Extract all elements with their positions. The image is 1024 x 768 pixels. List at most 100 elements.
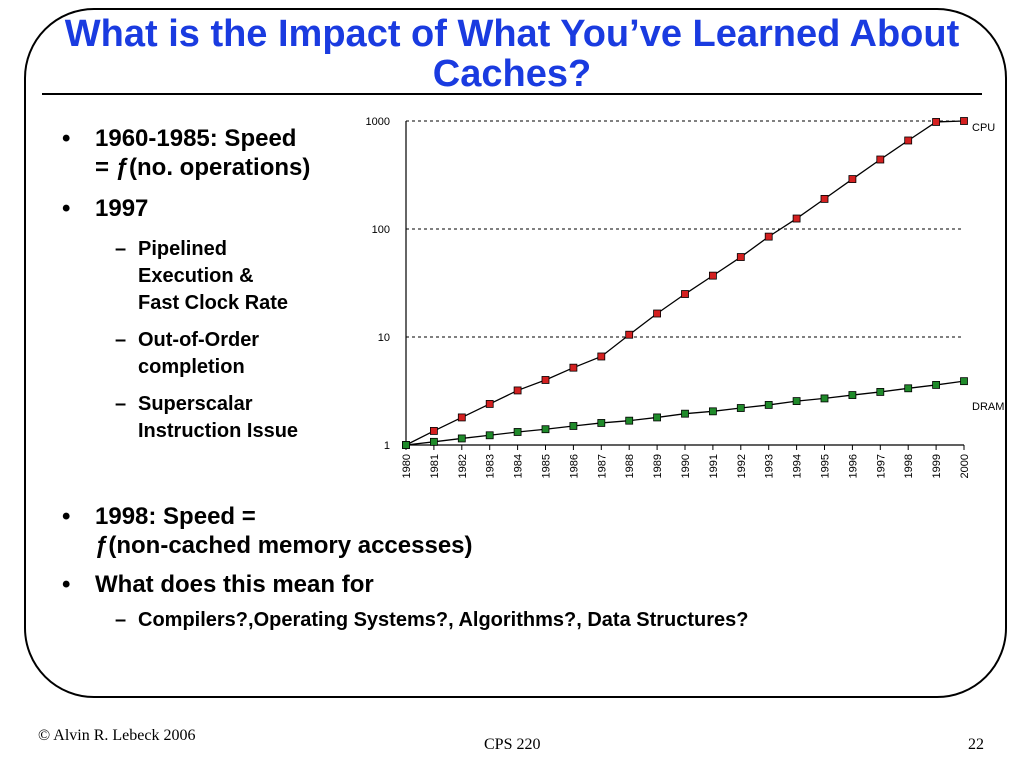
sub-bullet-superscalar: Superscalar Instruction Issue <box>62 391 298 445</box>
sub-bullet-line: Superscalar <box>138 393 253 415</box>
cpu-dram-performance-chart: 1000 100 10 1 1980 1981 1982 1983 1984 1985 1986 19… <box>366 116 1005 478</box>
data-point-dram <box>960 377 968 386</box>
x-tick-label: 1993 <box>764 454 776 478</box>
data-point-dram <box>597 419 606 427</box>
y-tick-label: 1000 <box>366 116 390 128</box>
bullet-text: 1997 <box>95 195 149 222</box>
series-line-cpu <box>405 120 965 446</box>
x-tick-label: 1991 <box>708 454 720 478</box>
x-tick-label: 1999 <box>931 454 943 478</box>
slide-title: What is the Impact of What You’ve Learne… <box>64 13 960 95</box>
bullet-speed-memory: 1998: Speed = ƒ(non-cached memory access… <box>62 502 749 560</box>
data-point-dram <box>848 391 857 399</box>
data-point-dram <box>708 407 717 416</box>
data-point-cpu <box>653 309 662 318</box>
x-tick-label: 1983 <box>485 454 497 478</box>
series-label-dram: DRAM <box>972 401 1004 413</box>
data-point-dram <box>569 422 578 430</box>
data-point-dram <box>541 425 550 434</box>
data-point-cpu <box>485 400 494 408</box>
x-tick-label: 1987 <box>596 454 608 478</box>
footer-page-number: 22 <box>968 736 984 753</box>
data-point-dram <box>764 401 773 409</box>
x-tick-label: 1996 <box>847 454 859 478</box>
bullet-list-top: 1960-1985: Speed = ƒ(no. operations) 199… <box>62 124 310 223</box>
data-point-dram <box>430 437 438 446</box>
data-point-dram <box>625 416 634 425</box>
data-point-dram <box>904 384 913 393</box>
data-point-dram <box>485 431 494 440</box>
x-tick-label: 1985 <box>541 454 553 478</box>
data-point-cpu <box>569 363 578 372</box>
sub-bullet-out-of-order: Out-of-Order completion <box>62 327 298 381</box>
sub-bullet-line: Instruction Issue <box>138 420 299 442</box>
data-point-cpu <box>932 118 940 126</box>
bullet-speed-ops: 1960-1985: Speed = ƒ(no. operations) <box>62 124 310 182</box>
data-point-dram <box>457 434 466 443</box>
x-tick-label: 1984 <box>513 454 525 478</box>
data-point-cpu <box>457 413 466 422</box>
data-point-dram <box>653 413 662 422</box>
data-point-cpu <box>708 271 717 280</box>
data-point-cpu <box>625 330 634 339</box>
sub-bullet-line: Compilers?,Operating Systems?, Algorithm… <box>138 609 749 631</box>
data-point-cpu <box>541 376 550 384</box>
x-tick-label: 1981 <box>429 454 441 478</box>
x-tick-label: 1989 <box>652 454 664 478</box>
data-point-cpu <box>876 155 885 164</box>
bullet-list-bottom: 1998: Speed = ƒ(non-cached memory access… <box>62 502 749 634</box>
sub-bullet-line: Pipelined <box>138 238 227 260</box>
y-tick-label: 100 <box>372 224 390 236</box>
data-point-cpu <box>820 194 829 203</box>
data-point-cpu <box>681 290 689 298</box>
data-point-cpu <box>848 175 857 183</box>
data-point-dram <box>736 404 745 412</box>
x-tick-label: 1997 <box>875 454 887 478</box>
x-tick-label: 1990 <box>680 454 692 478</box>
x-tick-label: 2000 <box>959 454 971 478</box>
bullet-what-does-this-mean: What does this mean for <box>62 570 749 599</box>
x-tick-label: 1988 <box>624 454 636 478</box>
y-tick-label: 10 <box>378 332 390 344</box>
sub-bullet-pipelined: Pipelined Execution & Fast Clock Rate <box>62 236 298 317</box>
x-tick-label: 1980 <box>401 454 413 478</box>
x-tick-label: 1982 <box>457 454 469 478</box>
bullet-text: What does this mean for <box>95 571 374 598</box>
footer-copyright: © Alvin R. Lebeck 2006 <box>38 727 196 744</box>
series-label-cpu: CPU <box>972 122 995 134</box>
x-tick-label: 1995 <box>820 454 832 478</box>
data-point-dram <box>792 397 801 405</box>
data-point-dram <box>932 381 940 389</box>
data-point-cpu <box>430 427 438 435</box>
data-point-cpu <box>597 352 606 361</box>
data-point-cpu <box>513 386 522 395</box>
data-point-dram <box>402 441 410 449</box>
data-point-cpu <box>792 214 801 223</box>
sub-bullet-line: Execution & <box>138 265 254 287</box>
bullet-1997: 1997 <box>62 194 310 223</box>
data-point-dram <box>681 409 689 418</box>
x-tick-label: 1998 <box>903 454 915 478</box>
sub-bullet-line: completion <box>138 356 245 378</box>
y-tick-label: 1 <box>384 440 390 452</box>
x-tick-label: 1994 <box>792 454 804 478</box>
data-point-cpu <box>736 253 745 261</box>
bullet-text-cont: = ƒ(no. operations) <box>95 154 311 181</box>
sub-bullet-compilers: Compilers?,Operating Systems?, Algorithm… <box>62 607 749 634</box>
sub-bullet-line: Fast Clock Rate <box>138 292 289 314</box>
footer-course: CPS 220 <box>484 736 541 753</box>
data-point-cpu <box>904 136 913 145</box>
bullet-text-cont: ƒ(non-cached memory accesses) <box>95 532 473 559</box>
x-tick-label: 1986 <box>568 454 580 478</box>
data-point-cpu <box>960 117 968 125</box>
bullet-text: 1998: Speed = <box>95 503 256 530</box>
sub-bullet-line: Out-of-Order <box>138 329 260 351</box>
slide-frame <box>24 8 1007 698</box>
data-point-cpu <box>764 232 773 241</box>
title-rule <box>42 93 982 95</box>
x-tick-label: 1992 <box>736 454 748 478</box>
sub-bullet-list: Pipelined Execution & Fast Clock Rate Ou… <box>62 236 298 445</box>
data-point-dram <box>820 394 829 403</box>
bullet-text: 1960-1985: Speed <box>95 125 297 152</box>
data-point-dram <box>876 388 885 396</box>
